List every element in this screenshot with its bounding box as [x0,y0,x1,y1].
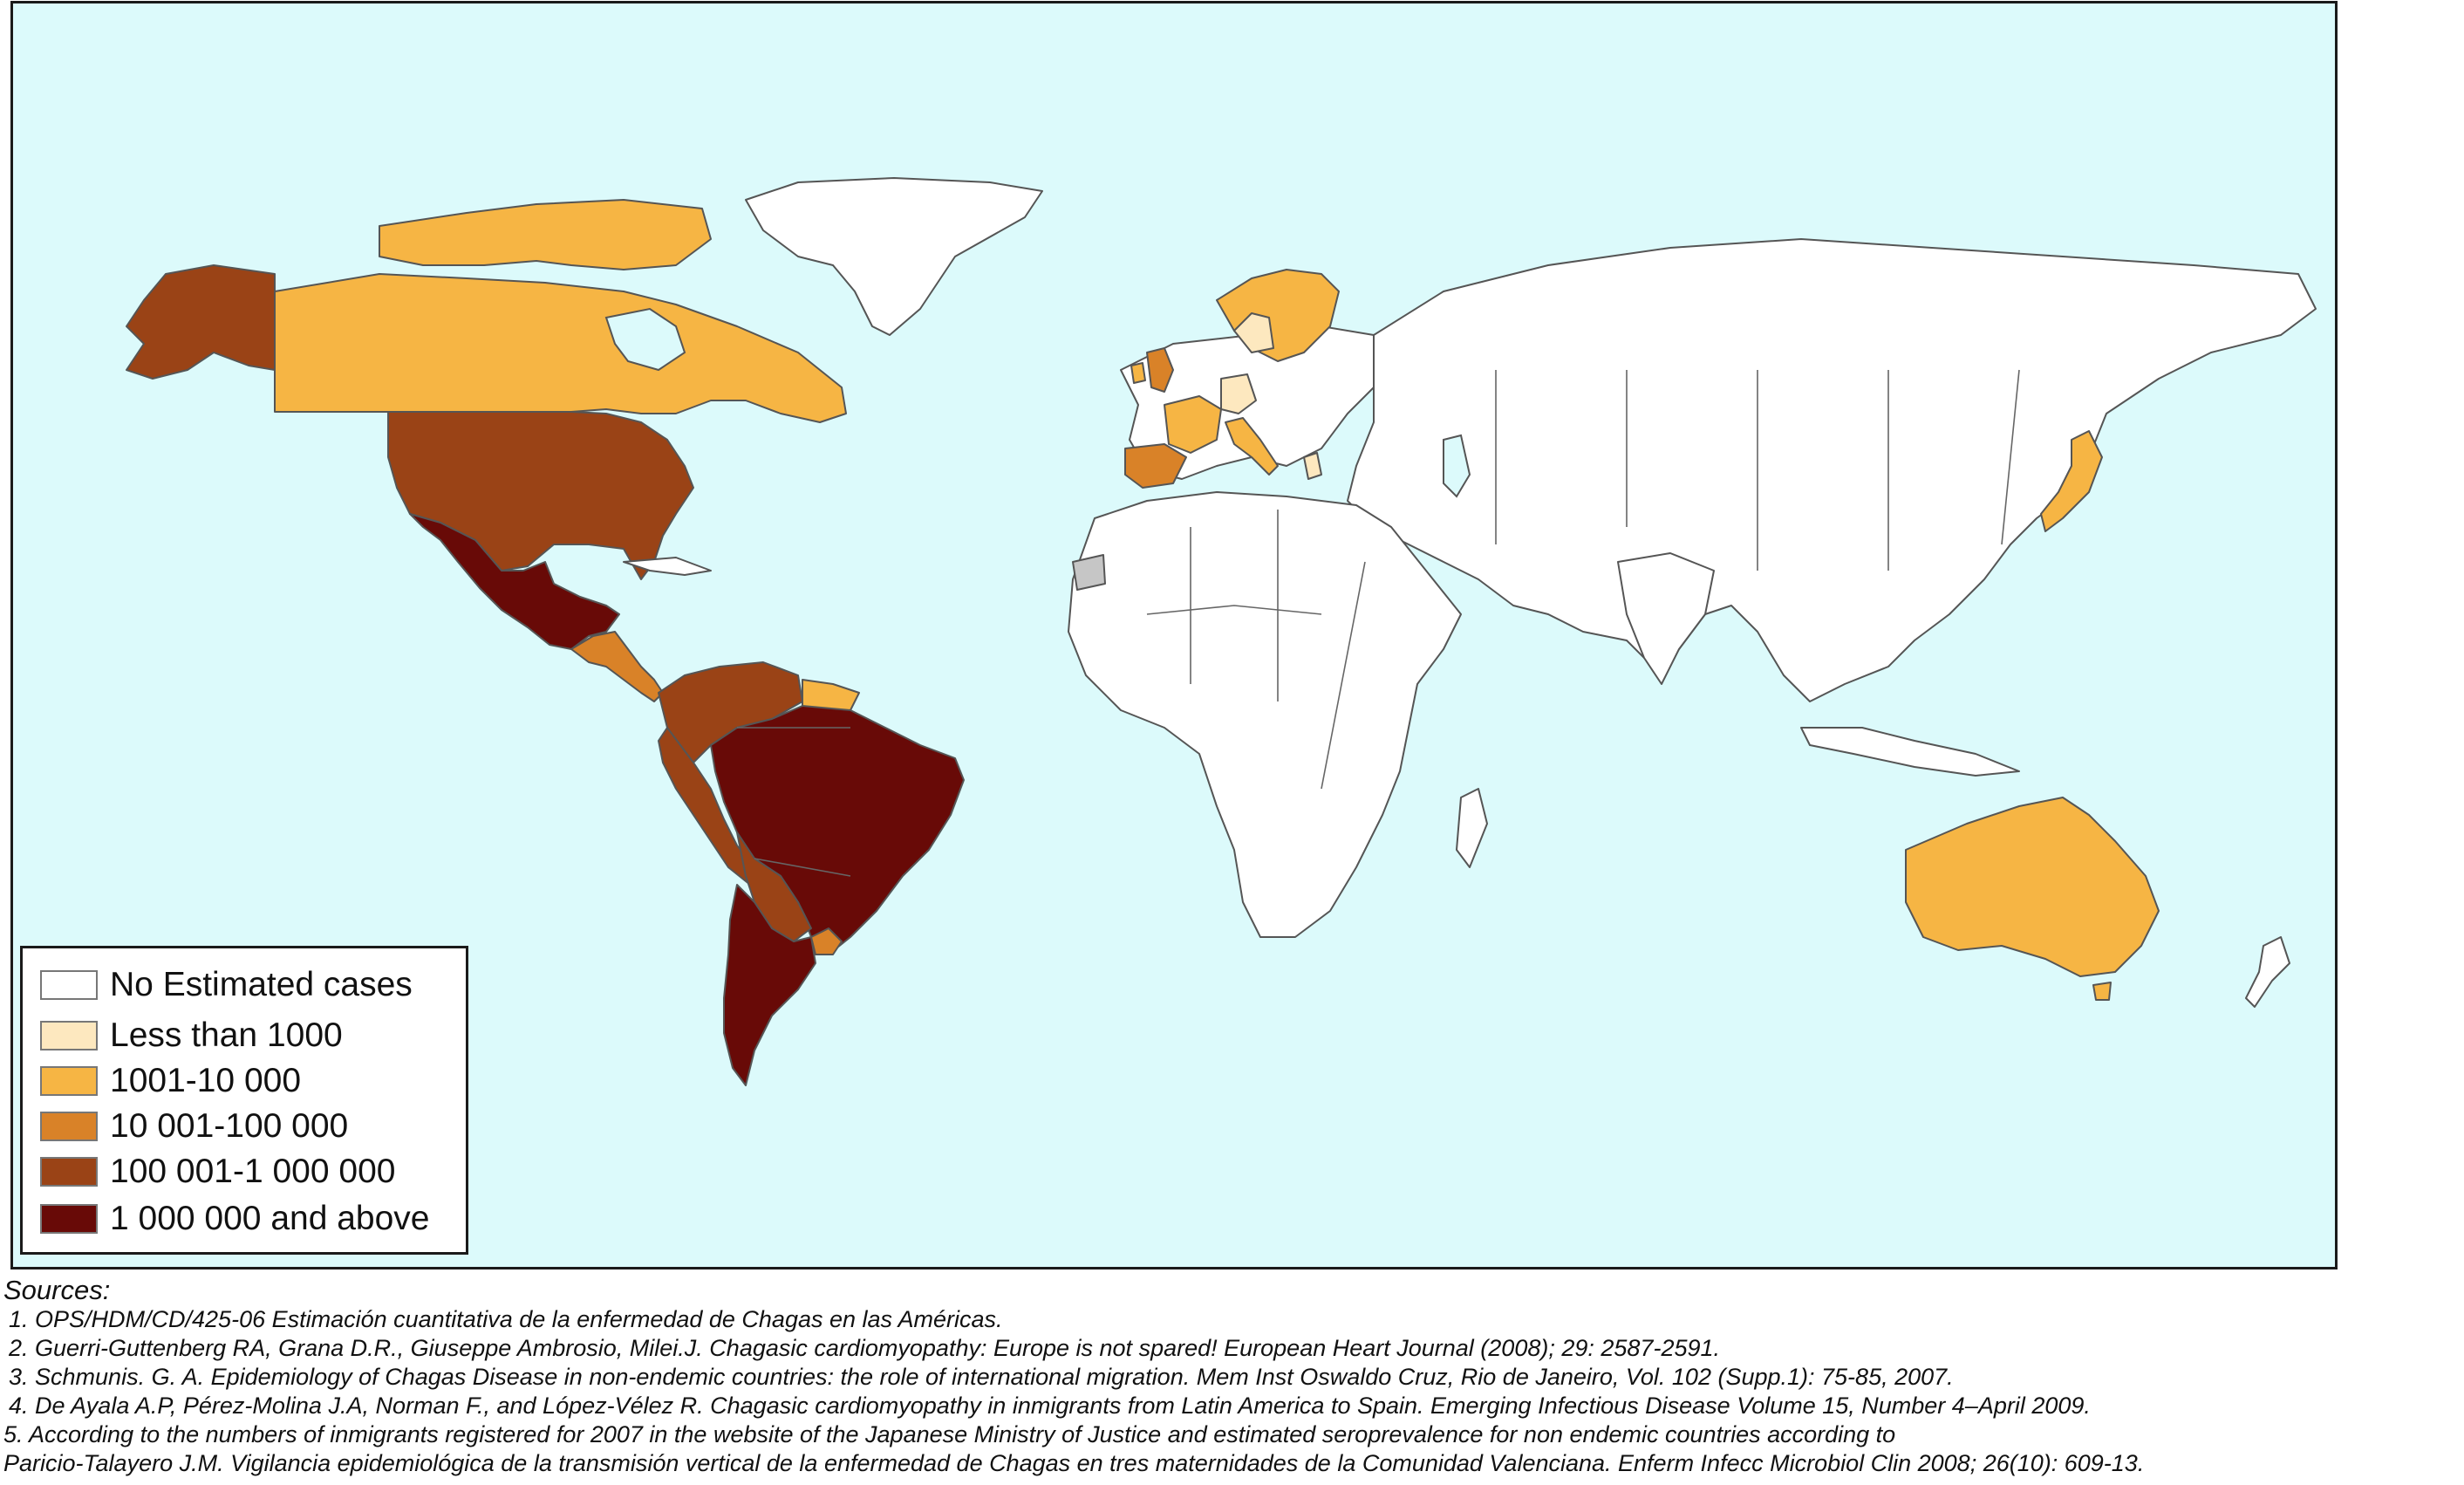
australia [1905,797,2160,977]
legend-swatch [40,1157,98,1187]
source-line: 1. OPS/HDM/CD/425-06 Estimación cuantita… [9,1306,1003,1332]
legend-swatch [40,970,98,1000]
canada [274,273,847,423]
source-line: Paricio-Talayero J.M. Vigilancia epidemi… [3,1450,2145,1476]
legend-item: 10 001-100 000 [40,1107,349,1145]
france [1164,395,1222,454]
legend-swatch [40,1204,98,1234]
indonesia [1800,727,2020,777]
germany [1220,373,1257,414]
sources-block: Sources: 1. OPS/HDM/CD/425-06 Estimación… [3,1276,2459,1478]
legend-label: 1 000 000 and above [110,1200,430,1237]
alaska [126,264,276,380]
ireland [1130,362,1146,384]
world-map [126,177,2317,1086]
map-frame: No Estimated cases Less than 1000 1001-1… [10,1,2338,1269]
uruguay [810,927,843,955]
central-america [570,631,664,702]
africa [1068,491,1462,938]
india [1617,552,1715,685]
legend-item: 100 001-1 000 000 [40,1153,396,1190]
spain [1124,443,1187,489]
legend-item: No Estimated cases [40,966,413,1003]
japan [2040,430,2103,532]
peru-ecuador [658,727,755,886]
mexico [409,513,620,650]
legend-label: No Estimated cases [110,966,413,1003]
caribbean [623,557,712,576]
new-zealand [2245,936,2290,1008]
legend-item: 1 000 000 and above [40,1200,430,1237]
source-line: 4. De Ayala A.P, Pérez-Molina J.A, Norma… [9,1393,2091,1419]
caspian-sea [1443,434,1471,498]
bolivia-paraguay [736,831,812,942]
greenland [745,177,1043,336]
western-sahara [1072,554,1106,591]
legend-label: 100 001-1 000 000 [110,1153,396,1190]
italy [1225,417,1279,476]
argentina [723,884,816,1086]
legend-item: 1001-10 000 [40,1062,302,1099]
madagascar [1456,788,1488,868]
sweden [1233,312,1274,353]
legend-swatch [40,1112,98,1141]
usa [387,411,694,580]
legend-swatch [40,1021,98,1050]
source-line: 3. Schmunis. G. A. Epidemiology of Chaga… [9,1364,1954,1390]
asia [1347,238,2317,702]
source-line: 2. Guerri-Guttenberg RA, Grana D.R., Giu… [9,1335,1721,1361]
source-line: 5. According to the numbers of inmigrant… [3,1421,1896,1447]
legend-label: Less than 1000 [110,1016,343,1054]
greece [1303,452,1322,480]
hudson-bay [604,307,686,372]
canada-arctic-islands [379,199,712,270]
legend-swatch [40,1066,98,1096]
legend-item: Less than 1000 [40,1016,343,1054]
sources-title: Sources: [3,1275,111,1305]
legend-label: 10 001-100 000 [110,1107,349,1145]
tasmania [2092,982,2112,1001]
uk [1146,347,1174,393]
legend-label: 1001-10 000 [110,1062,302,1099]
legend: No Estimated cases Less than 1000 1001-1… [20,946,468,1255]
border-lines [737,369,2020,877]
